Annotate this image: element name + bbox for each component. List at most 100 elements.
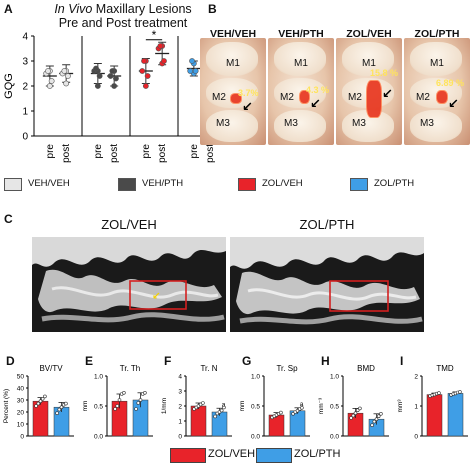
bar-y-label: mm³ bbox=[397, 399, 404, 413]
label-m1: M1 bbox=[226, 58, 240, 69]
panel-label-b: B bbox=[208, 2, 217, 16]
a-data-point bbox=[113, 75, 119, 82]
bar-data-point bbox=[370, 423, 374, 428]
a-x-tick-label: pre bbox=[45, 144, 56, 159]
bar-data-point bbox=[38, 399, 43, 404]
bar-data-point bbox=[376, 414, 381, 419]
bar-y-tick-label: 1.0 bbox=[330, 374, 339, 381]
lesion-percent: 6.89 % bbox=[436, 78, 465, 88]
bar-y-tick-label: 20 bbox=[17, 410, 25, 417]
bar-y-label: mm bbox=[82, 401, 89, 412]
photo-veh-pth: M1 M2 M3 4.3 % ↙ bbox=[268, 38, 334, 145]
bar-y-tick-label: 0 bbox=[20, 434, 24, 441]
a-x-tick-label: pre bbox=[189, 144, 200, 159]
bar-data-point bbox=[372, 419, 377, 424]
legend-swatch bbox=[350, 178, 368, 191]
bar-chart-e: Tr. Th 0.0 0.5 1.0 mm bbox=[82, 364, 153, 441]
a-data-point bbox=[109, 68, 116, 74]
bar-y-tick-label: 0.5 bbox=[94, 404, 103, 411]
tooth-m1 bbox=[206, 42, 258, 76]
bar-chart-title: TMD bbox=[436, 364, 454, 373]
bar-data-point bbox=[219, 408, 224, 413]
bar-data-point bbox=[458, 390, 462, 394]
bar-y-tick-label: 2 bbox=[414, 374, 418, 381]
bar-y-tick-label: 0 bbox=[414, 434, 418, 441]
bar-data-point bbox=[138, 398, 143, 402]
bottom-legend-swatch bbox=[170, 448, 206, 463]
label-m1: M1 bbox=[294, 58, 308, 69]
bar-data-point bbox=[351, 413, 356, 418]
bar-y-tick-label: 1 bbox=[414, 404, 418, 411]
bar-data-point bbox=[379, 411, 383, 416]
bar-y-label: Percent (%) bbox=[3, 389, 10, 423]
tooth-m1 bbox=[342, 42, 394, 76]
bar-data-point bbox=[279, 410, 283, 415]
label-m2: M2 bbox=[348, 92, 362, 103]
photo-title: VEH/VEH bbox=[209, 28, 257, 40]
a-y-tick-label: 3 bbox=[22, 57, 28, 68]
a-x-tick-label: post bbox=[109, 144, 120, 163]
ct-title-right: ZOL/PTH bbox=[299, 217, 355, 232]
panel-label-i: I bbox=[400, 354, 404, 368]
bar-data-point bbox=[117, 398, 122, 402]
bar-y-label: 1/mm bbox=[161, 398, 168, 414]
lesion-area bbox=[230, 93, 242, 104]
a-data-point bbox=[96, 73, 103, 79]
lesion-area bbox=[366, 80, 382, 118]
photo-veh-veh: M1 M2 M3 3.7% ↙ bbox=[200, 38, 266, 145]
label-m2: M2 bbox=[280, 92, 294, 103]
label-m3: M3 bbox=[216, 118, 230, 129]
a-data-point bbox=[187, 68, 194, 74]
bar-y-tick-label: 0.0 bbox=[330, 434, 339, 441]
label-m2: M2 bbox=[212, 92, 226, 103]
bar-data-point bbox=[115, 404, 120, 408]
bar-chart-i: TMD 0 1 2 mm³ bbox=[397, 364, 468, 441]
bar-chart-title: BMD bbox=[357, 364, 375, 373]
bar-y-tick-label: 3 bbox=[178, 389, 182, 396]
bar-data-point bbox=[36, 401, 41, 406]
a-y-tick-label: 2 bbox=[22, 82, 28, 93]
legend-label: VEH/VEH bbox=[28, 178, 70, 189]
a-data-point bbox=[111, 83, 118, 89]
bar-chart-title: Tr. Sp bbox=[276, 364, 298, 373]
bar-data-point bbox=[136, 401, 141, 405]
bar-y-tick-label: 0.0 bbox=[251, 434, 260, 441]
label-m3: M3 bbox=[420, 118, 434, 129]
panel-label-h: H bbox=[321, 354, 330, 368]
bar-data-point bbox=[143, 390, 147, 395]
lesion-percent: 4.3 % bbox=[306, 85, 330, 95]
a-x-tick-label: post bbox=[157, 144, 168, 163]
bar-data-point bbox=[213, 414, 217, 419]
tooth-m3 bbox=[206, 110, 258, 142]
a-data-point bbox=[144, 73, 151, 79]
label-m1: M1 bbox=[430, 58, 444, 69]
tooth-m3 bbox=[274, 110, 326, 142]
photo-title: ZOL/VEH bbox=[346, 28, 392, 40]
panel-label-g: G bbox=[242, 354, 252, 368]
lesion-area bbox=[299, 90, 310, 104]
bar-data-point bbox=[55, 411, 59, 416]
bar-y-label: mm bbox=[239, 401, 246, 412]
a-data-point bbox=[93, 65, 99, 72]
legend-label: ZOL/PTH bbox=[374, 178, 415, 189]
panel-label-c: C bbox=[4, 212, 13, 226]
label-m1: M1 bbox=[362, 58, 376, 69]
a-y-tick-label: 4 bbox=[22, 32, 28, 43]
a-x-tick-label: post bbox=[61, 144, 72, 163]
bar-data-point bbox=[349, 416, 353, 420]
a-data-point bbox=[139, 68, 146, 74]
label-m3: M3 bbox=[284, 118, 298, 129]
a-data-point bbox=[48, 78, 55, 84]
bar-data-point bbox=[57, 407, 62, 412]
bar-y-tick-label: 1 bbox=[178, 419, 182, 426]
arrow-icon: ↙ bbox=[310, 96, 321, 111]
bar-y-tick-label: 0.5 bbox=[251, 404, 260, 411]
arrow-icon: ↙ bbox=[382, 86, 393, 101]
svg-text:↙: ↙ bbox=[152, 291, 160, 302]
bar-data-point bbox=[201, 401, 205, 405]
ct-image-zol-veh: ↙ bbox=[32, 237, 226, 332]
a-y-tick-label: 1 bbox=[22, 107, 28, 118]
bottom-legend-swatch bbox=[256, 448, 292, 463]
lesion-area bbox=[436, 90, 448, 104]
